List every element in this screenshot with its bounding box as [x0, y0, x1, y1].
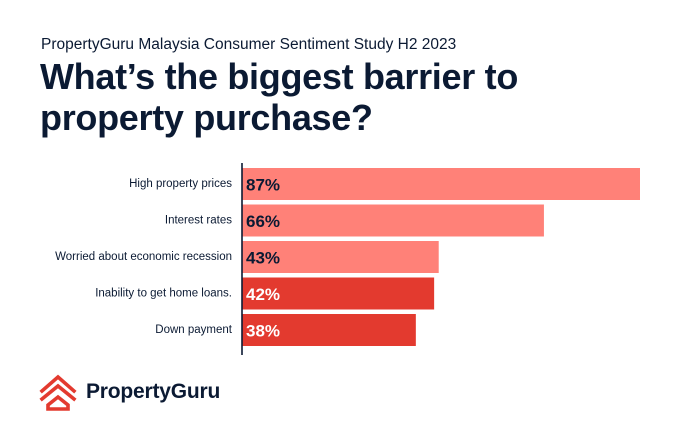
chart-title: What’s the biggest barrier to property p… — [40, 56, 519, 138]
bar — [242, 168, 640, 200]
category-label: High property prices — [129, 178, 232, 190]
propertyguru-logo-icon — [39, 374, 77, 411]
bar — [242, 314, 416, 346]
bar — [242, 241, 439, 273]
value-label: 87% — [246, 176, 280, 195]
chart-subtitle: PropertyGuru Malaysia Consumer Sentiment… — [41, 36, 457, 53]
category-label: Interest rates — [165, 215, 232, 227]
value-label: 66% — [246, 212, 280, 231]
category-label: Worried about economic recession — [55, 251, 232, 263]
brand-name: PropertyGuru — [86, 380, 221, 403]
category-label: Down payment — [155, 324, 233, 336]
brand-logo: PropertyGuru — [38, 372, 220, 412]
value-label: 43% — [246, 249, 280, 268]
bar — [242, 204, 544, 237]
value-label: 38% — [246, 322, 280, 341]
value-label: 42% — [246, 285, 280, 304]
category-label: Inability to get home loans. — [95, 288, 232, 300]
bar — [242, 277, 435, 310]
